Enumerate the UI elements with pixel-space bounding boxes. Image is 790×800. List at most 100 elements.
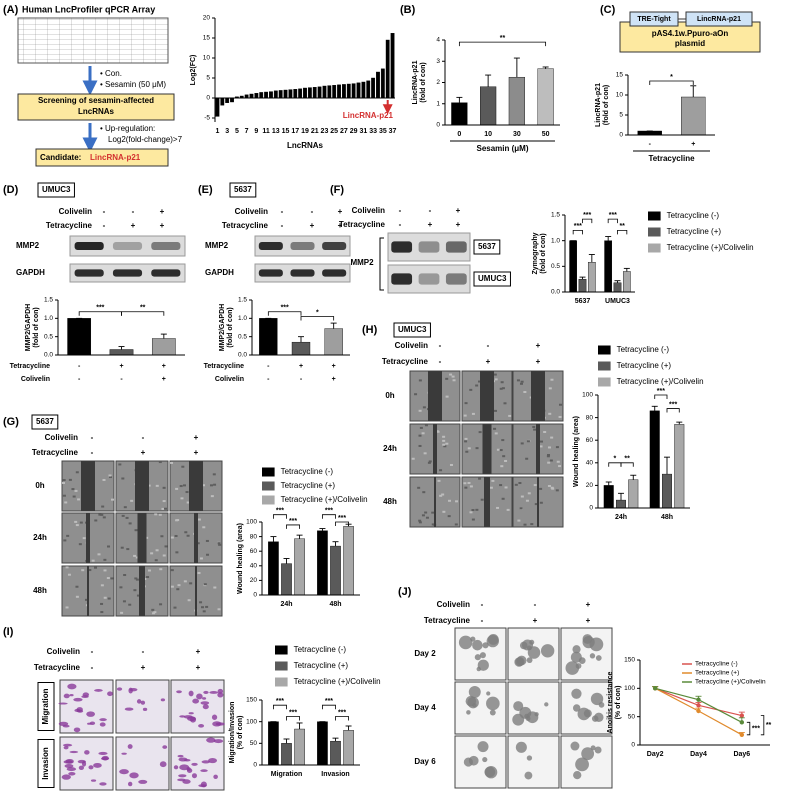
texture: [205, 539, 209, 542]
texture: [500, 465, 504, 468]
texture: [128, 522, 132, 525]
colony: [465, 695, 477, 707]
texture: [424, 511, 428, 514]
texture: [154, 559, 158, 562]
blot-band: [290, 242, 315, 250]
photo: [170, 736, 225, 791]
panel-label: (H): [362, 324, 378, 336]
array-image: [17, 17, 169, 64]
bar: [322, 85, 327, 99]
x-tick-label: 11: [262, 128, 270, 135]
colony: [572, 704, 581, 712]
cell-stain: [211, 714, 218, 720]
texture: [91, 559, 95, 562]
time-label: Day 4: [414, 703, 436, 712]
treatment-value: +: [160, 221, 165, 230]
texture: [102, 478, 106, 481]
significance: **: [624, 456, 630, 463]
cell-stain: [202, 704, 209, 710]
bar: [220, 97, 225, 106]
cell-stain: [142, 707, 148, 711]
texture: [539, 445, 543, 448]
bar: [622, 271, 631, 293]
texture: [72, 495, 76, 498]
texture: [184, 531, 188, 534]
blot-label: MMP2: [350, 258, 374, 267]
texture: [504, 459, 508, 462]
texture: [182, 484, 186, 487]
texture: [518, 482, 522, 485]
blot-band: [290, 269, 315, 277]
cell-stain: [99, 718, 107, 722]
texture: [163, 507, 167, 510]
texture: [75, 471, 79, 474]
texture: [441, 493, 445, 496]
texture: [164, 545, 168, 548]
wound-gap: [87, 566, 89, 616]
y-axis-label: (fold of con): [540, 233, 547, 273]
colony: [458, 635, 473, 650]
bar: [67, 318, 92, 356]
candidate: LincRNA-p21: [90, 153, 141, 162]
texture: [64, 501, 68, 504]
treatment-value: -: [142, 433, 145, 442]
colony: [590, 692, 604, 706]
colony: [484, 766, 496, 778]
cell-stain: [217, 688, 224, 694]
treatment-label: Colivelin: [235, 207, 268, 216]
texture: [170, 585, 174, 588]
cell-stain: [192, 698, 200, 704]
legend-label: Tetracycline (+): [281, 481, 336, 490]
treatment-value: +: [338, 207, 343, 216]
cell-stain: [61, 774, 71, 780]
y-tick-label: 50: [250, 740, 258, 747]
x-tick-label: 15: [282, 128, 290, 135]
bar: [109, 349, 134, 356]
x-tick-label: 5: [235, 128, 239, 135]
texture: [197, 518, 201, 521]
treatment-value: -: [103, 207, 106, 216]
legend-label: Tetracycline (+): [667, 227, 722, 236]
point: [696, 703, 701, 708]
texture: [455, 500, 459, 503]
significance-bracket: [273, 704, 287, 710]
screening-text: LncRNAs: [78, 107, 115, 116]
bar: [317, 530, 328, 596]
texture: [77, 498, 81, 501]
texture: [203, 583, 207, 586]
legend-label: Tetracycline (-): [667, 211, 720, 220]
texture: [218, 543, 222, 546]
texture: [428, 460, 432, 463]
cell-stain: [58, 702, 68, 705]
x-tick-label: 21: [311, 128, 319, 135]
x-axis-label: LncRNAs: [287, 141, 324, 150]
bar: [324, 328, 343, 356]
texture: [146, 576, 150, 579]
colony: [544, 702, 549, 707]
annotation: LincRNA-p21: [343, 111, 394, 120]
x-row-value: +: [332, 376, 336, 383]
texture: [170, 461, 174, 464]
colony: [591, 715, 599, 722]
significance: **: [619, 223, 625, 230]
bar: [371, 77, 376, 99]
x-tick-label: 29: [350, 128, 358, 135]
texture: [442, 443, 446, 446]
texture: [202, 484, 206, 487]
x-tick-label: 24h: [280, 601, 292, 608]
cell-line: 5637: [478, 242, 496, 251]
treatment-value: +: [196, 663, 201, 672]
bar: [294, 538, 305, 596]
significance: ***: [325, 508, 333, 515]
texture: [475, 384, 479, 387]
x-row-label: Tetracycline: [204, 363, 244, 370]
bar: [225, 97, 230, 103]
cell-stain: [176, 690, 182, 694]
colony: [489, 709, 496, 716]
x-tick-label: 37: [389, 128, 397, 135]
texture: [494, 409, 498, 412]
treatment-value: -: [103, 221, 106, 230]
bar: [361, 81, 366, 99]
point: [696, 697, 701, 702]
bar: [230, 97, 234, 103]
